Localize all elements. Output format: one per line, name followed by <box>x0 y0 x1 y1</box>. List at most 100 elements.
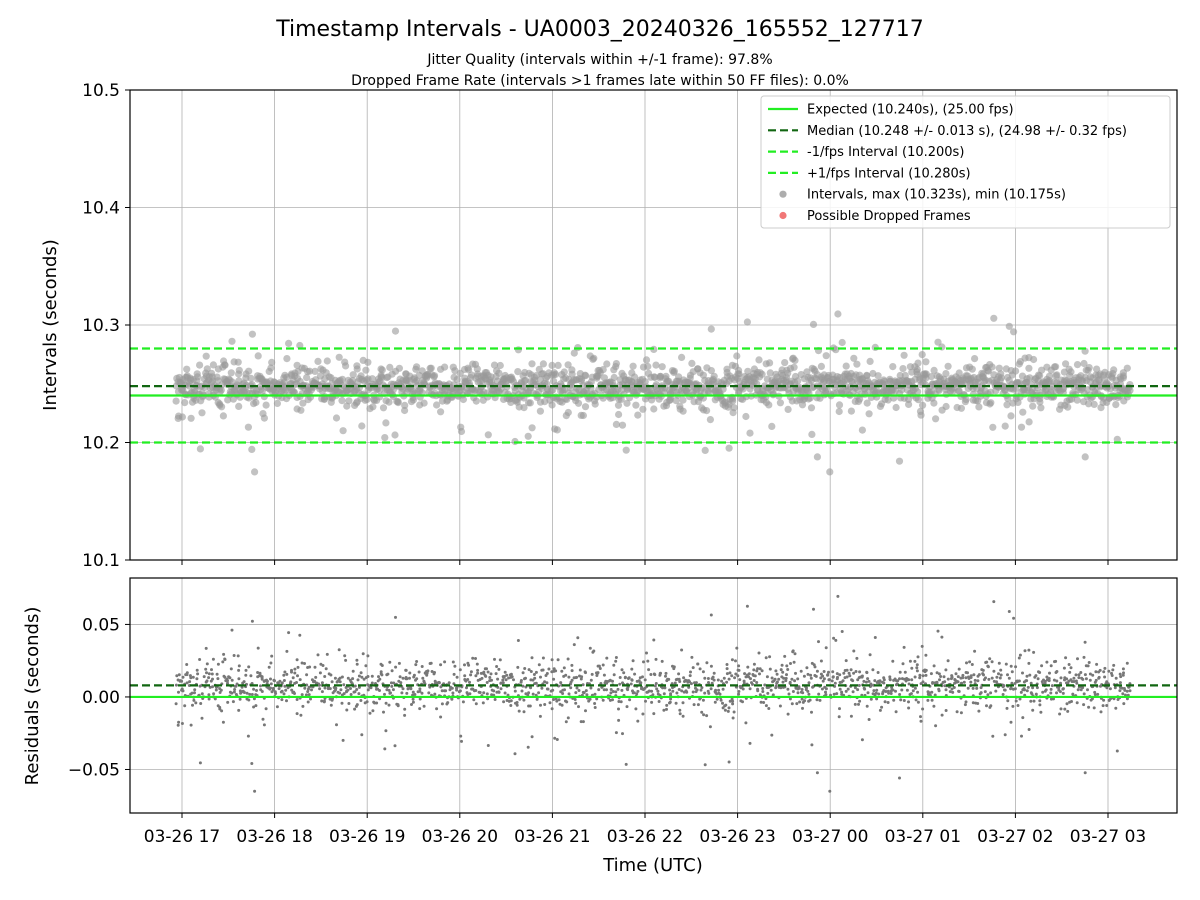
interval-point <box>401 401 409 409</box>
residual-point <box>752 679 756 682</box>
residual-point <box>672 665 676 669</box>
residual-point <box>1007 610 1011 613</box>
residual-point <box>862 679 866 683</box>
residual-point <box>817 692 821 696</box>
residual-point <box>1054 659 1058 663</box>
residual-point <box>737 664 741 668</box>
interval-point <box>730 404 738 412</box>
residual-point <box>570 663 574 667</box>
interval-point <box>744 367 752 375</box>
interval-point <box>1110 366 1118 374</box>
interval-point <box>183 365 191 373</box>
residual-point <box>1094 678 1098 682</box>
residual-point <box>1055 670 1059 673</box>
residual-point <box>342 692 346 696</box>
residual-point <box>721 687 725 691</box>
residual-point <box>641 712 645 716</box>
residual-point <box>919 719 923 723</box>
interval-point <box>826 468 834 476</box>
residual-point <box>791 649 795 653</box>
residual-point <box>593 702 597 705</box>
residual-point <box>440 702 444 706</box>
residual-point <box>371 709 375 713</box>
residual-point <box>1082 655 1086 659</box>
residual-point <box>418 697 422 701</box>
residual-point <box>872 689 876 693</box>
interval-point <box>895 457 904 465</box>
residual-point <box>918 673 922 677</box>
residual-point <box>620 688 624 692</box>
interval-point <box>832 346 840 354</box>
interval-point <box>918 351 926 359</box>
residual-point <box>741 700 744 704</box>
residual-point <box>614 656 618 659</box>
x-tick-label: 03-26 18 <box>236 827 312 847</box>
residual-point <box>1069 666 1073 670</box>
interval-point <box>733 352 741 360</box>
residual-point <box>930 690 934 694</box>
residual-point <box>318 687 322 691</box>
residual-point <box>349 693 353 696</box>
interval-point <box>679 407 687 415</box>
residual-point <box>735 646 739 650</box>
residual-point <box>853 702 857 706</box>
interval-point <box>395 364 403 372</box>
residual-point <box>898 670 902 674</box>
interval-point <box>332 414 341 422</box>
residual-point <box>198 761 202 765</box>
residual-point <box>191 675 195 679</box>
residual-point <box>213 697 217 701</box>
residual-point <box>485 692 489 696</box>
residual-point <box>561 692 565 695</box>
interval-point <box>564 408 572 417</box>
residual-point <box>283 670 287 674</box>
residual-point <box>884 690 888 693</box>
residual-point <box>940 635 944 639</box>
residual-point <box>1125 661 1129 665</box>
residual-point <box>1082 703 1086 707</box>
interval-point <box>927 373 936 381</box>
residual-point <box>835 672 839 676</box>
residual-point <box>309 697 312 701</box>
interval-point <box>807 404 816 412</box>
residual-point <box>392 681 396 685</box>
residual-point <box>663 686 667 690</box>
residual-point <box>207 693 211 697</box>
interval-point <box>181 399 189 407</box>
residual-point <box>652 712 656 716</box>
x-tick-label: 03-26 19 <box>329 827 405 847</box>
residual-point <box>461 700 465 704</box>
interval-point <box>514 346 523 354</box>
residual-point <box>529 686 533 690</box>
residual-point <box>396 704 400 708</box>
interval-point <box>1005 322 1013 330</box>
residual-point <box>408 676 411 680</box>
residual-point <box>584 689 588 693</box>
residual-point <box>463 663 466 667</box>
interval-point <box>260 414 268 422</box>
x-tick-label: 03-26 17 <box>144 827 220 847</box>
residual-point <box>674 701 678 705</box>
residual-point <box>1035 686 1039 690</box>
interval-point <box>725 444 733 452</box>
interval-point <box>614 401 623 409</box>
residual-point <box>985 704 988 708</box>
residual-point <box>275 705 279 709</box>
interval-point <box>528 424 536 432</box>
residual-point <box>837 715 841 719</box>
residual-point <box>602 673 606 677</box>
residual-point <box>1081 686 1085 690</box>
residual-point <box>932 704 936 708</box>
residual-point <box>485 667 488 671</box>
residual-point <box>489 672 493 676</box>
residual-point <box>999 668 1003 672</box>
interval-point <box>306 367 314 375</box>
residual-point <box>766 691 770 695</box>
residual-point <box>1093 693 1097 697</box>
interval-point <box>299 399 307 407</box>
residual-point <box>618 676 622 679</box>
residual-point <box>764 704 768 708</box>
intervals-reference-lines <box>130 347 1177 444</box>
interval-point <box>413 363 421 371</box>
residual-point <box>1038 671 1042 674</box>
